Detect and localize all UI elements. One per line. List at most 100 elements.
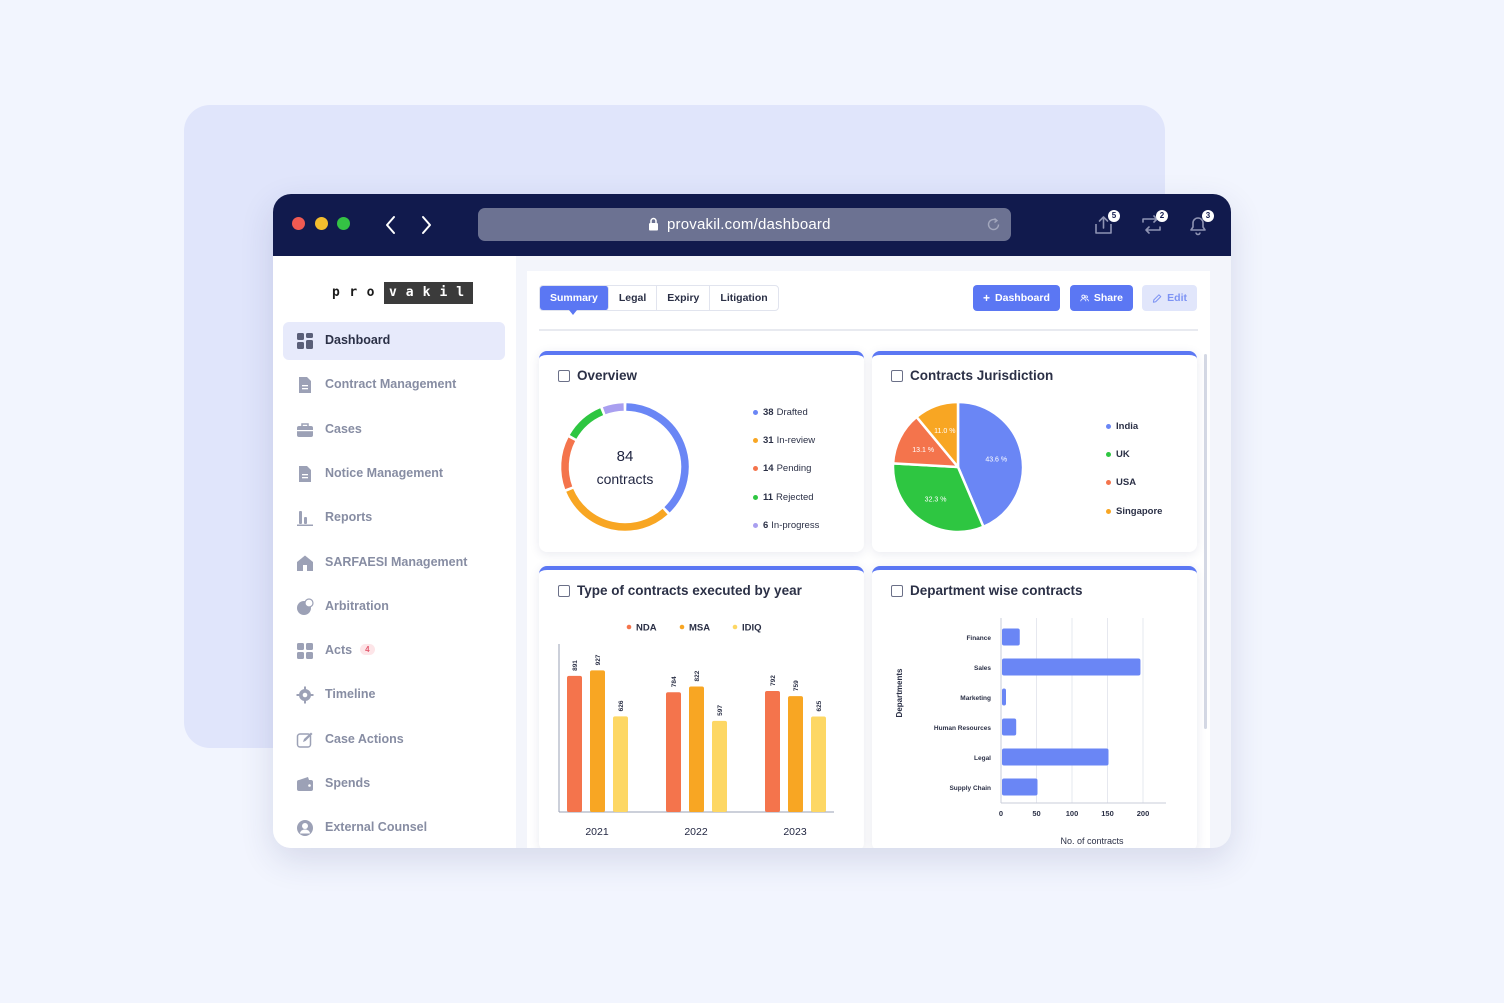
add-dashboard-button[interactable]: + Dashboard [973, 285, 1060, 311]
share-button[interactable]: Share [1070, 285, 1133, 311]
legend-count: 38 [763, 407, 774, 418]
share-label: Share [1093, 292, 1123, 304]
bar [1002, 658, 1141, 676]
sidebar-item-arbitration[interactable]: Arbitration [283, 588, 505, 626]
sidebar-item-cases[interactable]: Cases [283, 411, 505, 449]
jurisdiction-legend-item: USA [1106, 477, 1136, 488]
legend-count: 11 [763, 491, 774, 503]
legend-label: In-review [776, 435, 816, 447]
bell-icon[interactable]: 3 [1185, 210, 1214, 239]
overview-title: Overview [558, 368, 637, 383]
legend-label: Drafted [776, 407, 808, 418]
y-tick-label: Finance [966, 635, 991, 642]
overview-legend-item: 11 Rejected [753, 492, 814, 503]
donut-segment [561, 437, 576, 490]
y-tick-label: Supply Chain [949, 785, 991, 792]
contract-types-checkbox[interactable] [558, 584, 570, 597]
legend-dot [1106, 508, 1111, 514]
x-tick-label: 50 [1032, 809, 1040, 818]
overview-legend-item: 31 In-review [753, 435, 815, 446]
sidebar-item-label: Spends [325, 776, 370, 790]
sidebar: pro vakil Dashboard Contract Management Ca… [273, 256, 516, 848]
jurisdiction-title: Contracts Jurisdiction [891, 368, 1053, 383]
bar-legend-dot [732, 624, 738, 630]
sync-icon[interactable]: 2 [1139, 210, 1168, 239]
tab-legal[interactable]: Legal [609, 286, 658, 310]
edit-label: Edit [1167, 292, 1187, 304]
bar [689, 686, 704, 812]
pie-slice [915, 400, 960, 469]
sidebar-item-reports[interactable]: Reports [283, 499, 505, 537]
legend-label: Pending [776, 463, 812, 475]
browser-window: provakil.com/dashboard 5 2 3 pro vakil D… [273, 194, 1231, 848]
sidebar-item-notice-management[interactable]: Notice Management [283, 455, 505, 493]
minimize-window-button[interactable] [315, 217, 328, 230]
sidebar-item-acts[interactable]: Acts 4 [283, 632, 505, 670]
department-checkbox[interactable] [891, 584, 903, 597]
provakil-logo[interactable]: pro vakil [330, 282, 474, 304]
plus-icon: + [983, 291, 991, 305]
bar-legend-label: MSA [689, 623, 710, 634]
logo-part-2: vakil [383, 282, 474, 304]
pencil-icon [1152, 293, 1162, 303]
jurisdiction-checkbox[interactable] [891, 369, 903, 382]
back-arrow-icon[interactable] [379, 210, 403, 240]
bar [567, 675, 582, 812]
jurisdiction-card: 43.6 % 32.3 % 13.1 % 11.0 % Contracts Juris… [872, 351, 1197, 552]
legend-dot [753, 410, 758, 415]
pie-value-label: 43.6 % [985, 457, 1007, 464]
bar-value-label: 626 [618, 700, 625, 711]
main-content: Summary Legal Expiry Litigation + Dashbo… [527, 271, 1210, 848]
overview-checkbox[interactable] [558, 369, 570, 382]
bar [1002, 688, 1006, 706]
sidebar-item-label-text: Case Actions [325, 731, 404, 746]
briefcase-icon [296, 421, 314, 439]
bar-value-label: 759 [793, 680, 800, 691]
legend-dot [1106, 424, 1111, 429]
department-bar-chart: 0 50 100 150 200 Finance Sales Marketing Human R… [895, 618, 1166, 846]
forward-arrow-icon[interactable] [414, 210, 438, 240]
address-bar[interactable]: provakil.com/dashboard [478, 208, 1011, 241]
tab-litigation[interactable]: Litigation [720, 292, 768, 304]
edit-button[interactable]: Edit [1142, 285, 1197, 311]
sidebar-item-label: Reports [325, 510, 372, 524]
x-tick-label: 200 [1137, 809, 1150, 818]
bar-value-label: 927 [595, 654, 602, 665]
sidebar-item-case-actions[interactable]: Case Actions [283, 721, 505, 759]
bar [1002, 778, 1038, 796]
scrollbar[interactable] [1204, 354, 1207, 729]
x-tick-label: 150 [1101, 809, 1114, 818]
overview-legend-item: 38 Drafted [753, 407, 808, 418]
jurisdiction-legend-item: Singapore [1106, 506, 1162, 517]
y-tick-label: Marketing [960, 695, 991, 702]
legend-label: USA [1116, 477, 1137, 489]
sidebar-item-sarfaesi-management[interactable]: SARFAESI Management [283, 544, 505, 582]
y-axis-title: Departments [895, 668, 904, 717]
sidebar-item-external-counsel[interactable]: External Counsel [283, 809, 505, 847]
bar-legend-label: NDA [636, 623, 657, 634]
maximize-window-button[interactable] [337, 217, 350, 230]
sidebar-item-label-text: Reports [325, 510, 373, 525]
count-badge: 4 [360, 644, 375, 656]
pie-slice [891, 462, 985, 534]
sidebar-item-timeline[interactable]: Timeline [283, 676, 505, 714]
overview-donut-chart [561, 403, 689, 531]
contract-types-bar-chart: NDA MSA IDIQ 891 927 626 2021 784 822 597 2022 792 7… [558, 623, 834, 838]
sidebar-item-label-text: SARFAESI Management [325, 554, 468, 569]
upload-icon[interactable]: 5 [1091, 210, 1120, 239]
close-window-button[interactable] [292, 217, 305, 230]
sidebar-item-spends[interactable]: Spends [283, 765, 505, 803]
bar-legend-dot [679, 624, 685, 630]
reload-icon[interactable] [985, 216, 1002, 233]
bar-value-label: 792 [770, 675, 777, 686]
department-title-text: Department wise contracts [910, 583, 1083, 598]
legend-dot [753, 522, 758, 528]
upload-badge: 5 [1108, 210, 1120, 222]
user-icon [296, 819, 314, 837]
sidebar-item-dashboard[interactable]: Dashboard [283, 322, 505, 360]
tab-expiry[interactable]: Expiry [657, 286, 711, 310]
bar [666, 692, 681, 812]
tab-summary[interactable]: Summary [540, 286, 609, 315]
sidebar-item-contract-management[interactable]: Contract Management [283, 366, 505, 404]
donut-center-label: contracts [596, 471, 654, 487]
